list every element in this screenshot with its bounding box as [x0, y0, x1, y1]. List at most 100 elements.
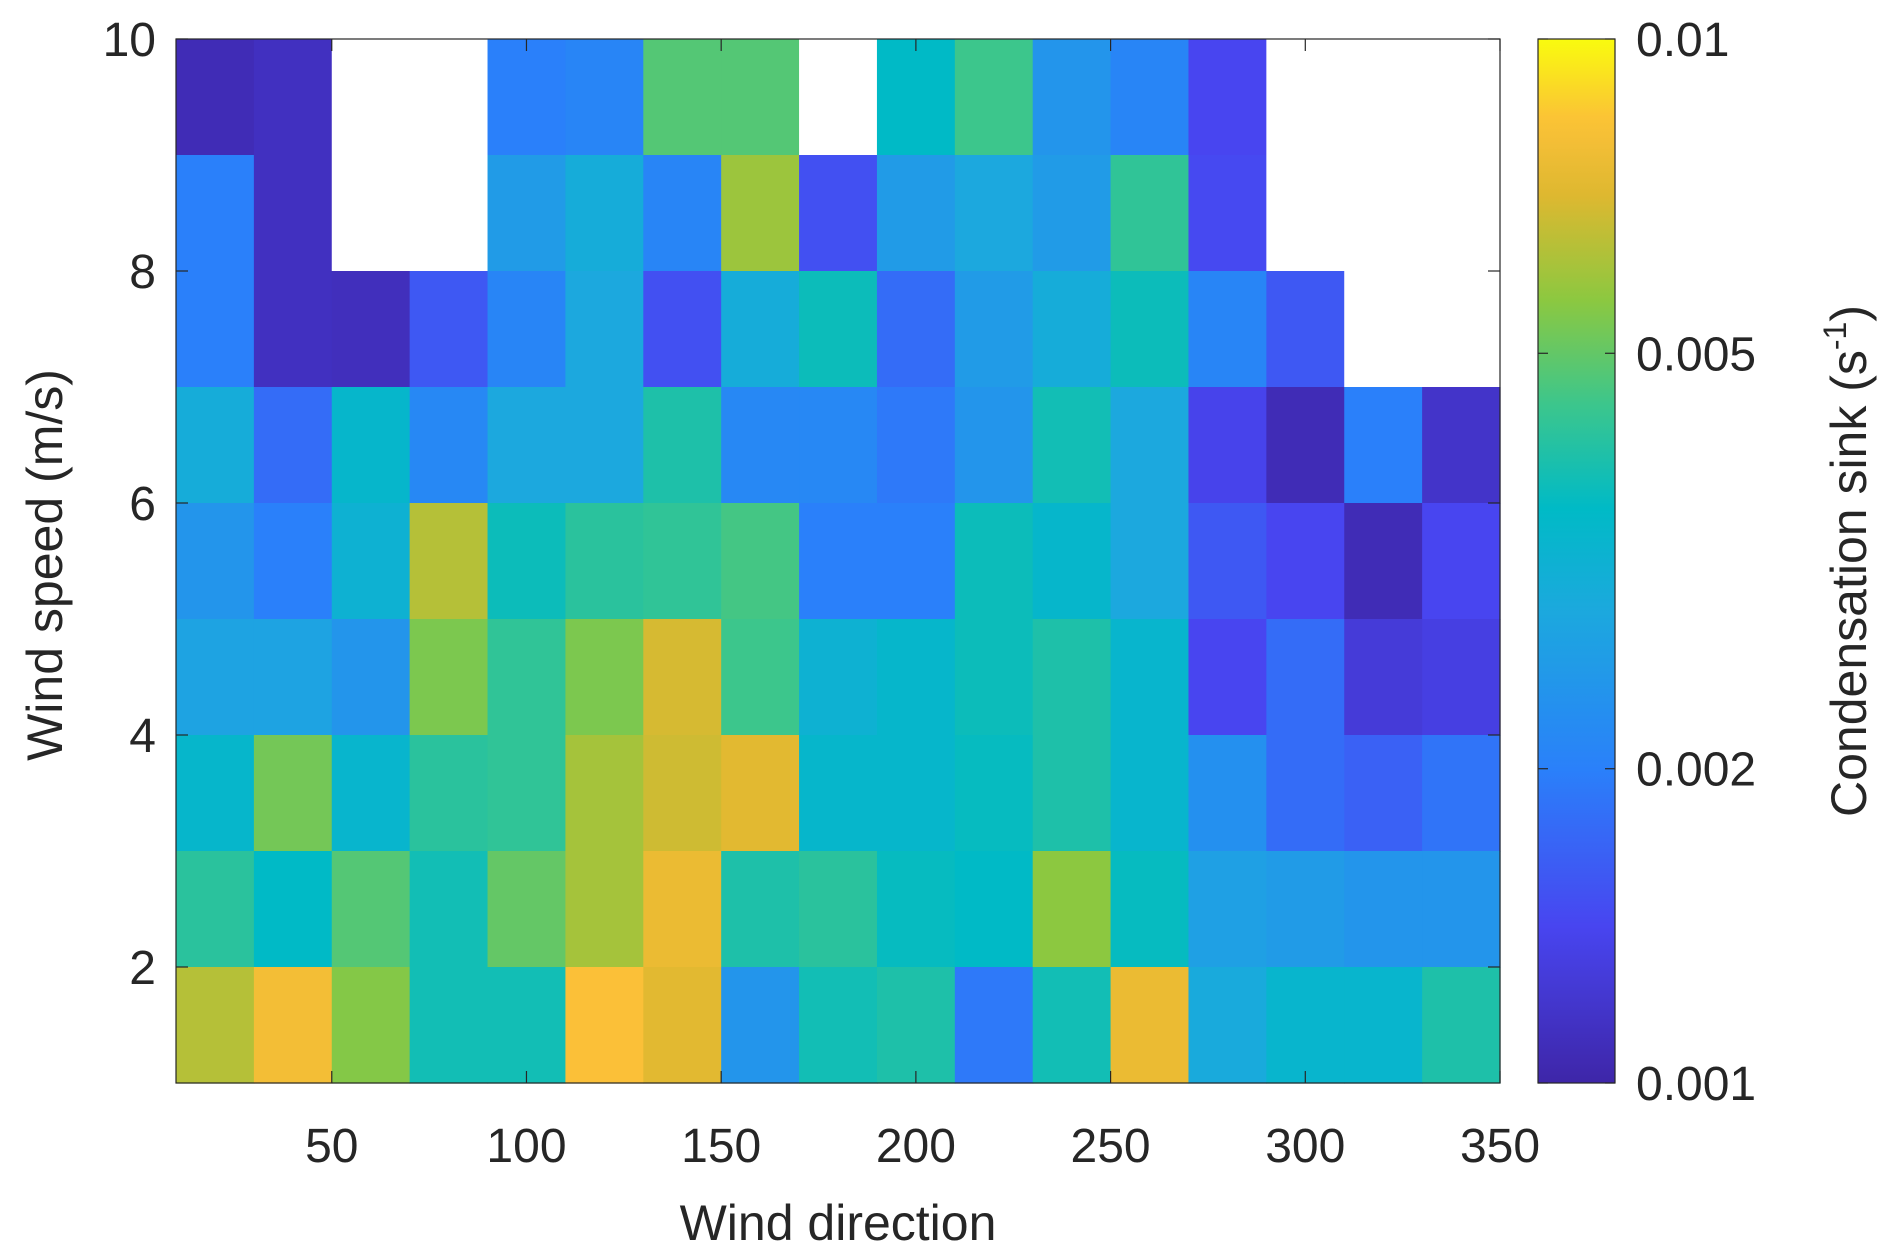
heatmap-cell: [1266, 503, 1345, 620]
colorbar-tick-label: 0.002: [1636, 744, 1756, 797]
heatmap-cell: [487, 39, 567, 156]
heatmap-cell: [954, 735, 1034, 852]
heatmap-cell: [1422, 387, 1501, 504]
plot-axes: 50 100 150 200 250 300 350 2 4 6 8 10: [103, 14, 1540, 1173]
heatmap-cell: [643, 735, 722, 852]
heatmap-cell: [799, 851, 878, 968]
heatmap-cell: [721, 39, 800, 156]
heatmap-cell: [1266, 967, 1345, 1084]
heatmap-cell: [331, 155, 411, 272]
heatmap-cell: [1032, 967, 1112, 1084]
heatmap-cell: [1422, 39, 1501, 156]
heatmap-cell: [1266, 387, 1345, 504]
heatmap-cell: [799, 39, 878, 156]
heatmap-cell: [1032, 851, 1112, 968]
heatmap-cell: [565, 271, 644, 388]
heatmap-cell: [1422, 851, 1501, 968]
heatmap-cell: [1110, 155, 1190, 272]
plot-frame: [175, 38, 1501, 1084]
colorbar-tick-label: 0.005: [1636, 328, 1756, 381]
x-axis-label: Wind direction: [680, 1195, 997, 1251]
x-tick-label: 350: [1460, 1120, 1540, 1173]
heatmap-cell: [643, 851, 722, 968]
heatmap-cell: [1266, 155, 1345, 272]
heatmap-cell: [331, 619, 411, 736]
heatmap-cell: [487, 619, 567, 736]
x-tick-label: 250: [1071, 1120, 1151, 1173]
heatmap-cell: [565, 155, 644, 272]
heatmap-cell: [331, 851, 411, 968]
heatmap-cell: [1110, 39, 1190, 156]
y-tick-label: 10: [103, 14, 156, 67]
colorbar-label-text: Condensation sink (s: [1821, 350, 1877, 817]
heatmap-cell: [799, 967, 878, 1084]
heatmap-cell: [799, 155, 878, 272]
colorbar-label-sup: -1: [1817, 322, 1853, 350]
x-tick-label: 150: [681, 1120, 761, 1173]
heatmap-cell: [643, 155, 722, 272]
heatmap-cell: [176, 619, 255, 736]
heatmap-cell: [1422, 735, 1501, 852]
heatmap-cell: [876, 155, 956, 272]
heatmap-cell: [409, 851, 489, 968]
heatmap-cell: [1188, 967, 1267, 1084]
heatmap-cell: [721, 271, 800, 388]
heatmap-cell: [253, 851, 333, 968]
heatmap-cell: [1422, 619, 1501, 736]
heatmap-cells: [176, 39, 1501, 1084]
heatmap-cell: [331, 271, 411, 388]
heatmap-cell: [487, 271, 567, 388]
heatmap-cell: [176, 851, 255, 968]
heatmap-cell: [721, 155, 800, 272]
heatmap-cell: [176, 39, 255, 156]
colorbar-label-end: ): [1821, 305, 1877, 322]
heatmap-cell: [1422, 155, 1501, 272]
heatmap-cell: [721, 735, 800, 852]
heatmap-cell: [565, 735, 644, 852]
heatmap-cell: [799, 387, 878, 504]
heatmap-cell: [643, 619, 722, 736]
heatmap-cell: [1032, 39, 1112, 156]
heatmap-cell: [176, 503, 255, 620]
heatmap-cell: [1344, 387, 1423, 504]
heatmap-cell: [1110, 967, 1190, 1084]
y-tick-label: 2: [129, 942, 156, 995]
heatmap-cell: [1422, 967, 1501, 1084]
heatmap-cell: [1032, 155, 1112, 272]
heatmap-cell: [487, 155, 567, 272]
heatmap-cell: [253, 735, 333, 852]
heatmap-cell: [876, 39, 956, 156]
heatmap-cell: [721, 503, 800, 620]
heatmap-cell: [409, 503, 489, 620]
heatmap-cell: [565, 619, 644, 736]
heatmap-cell: [954, 271, 1034, 388]
heatmap-cell: [1266, 39, 1345, 156]
heatmap-cell: [565, 387, 644, 504]
heatmap-cell: [1188, 387, 1267, 504]
heatmap-cell: [565, 503, 644, 620]
heatmap-cell: [876, 387, 956, 504]
y-tick-label: 6: [129, 478, 156, 531]
heatmap-cell: [331, 503, 411, 620]
heatmap-cell: [1344, 619, 1423, 736]
heatmap-cell: [721, 387, 800, 504]
heatmap-cell: [565, 851, 644, 968]
heatmap-cell: [1188, 503, 1267, 620]
heatmap-cell: [799, 271, 878, 388]
y-tick-label: 4: [129, 710, 156, 763]
colorbar-gradient: [1537, 38, 1616, 1084]
heatmap-cell: [721, 967, 800, 1084]
heatmap-cell: [954, 39, 1034, 156]
heatmap-cell: [1188, 155, 1267, 272]
heatmap-cell: [1266, 735, 1345, 852]
heatmap-cell: [409, 735, 489, 852]
heatmap-cell: [876, 271, 956, 388]
heatmap-cell: [409, 271, 489, 388]
heatmap-cell: [643, 271, 722, 388]
heatmap-cell: [643, 387, 722, 504]
heatmap-cell: [1266, 851, 1345, 968]
heatmap-cell: [253, 387, 333, 504]
heatmap-cell: [1110, 619, 1190, 736]
heatmap-cell: [1266, 271, 1345, 388]
heatmap-cell: [954, 851, 1034, 968]
